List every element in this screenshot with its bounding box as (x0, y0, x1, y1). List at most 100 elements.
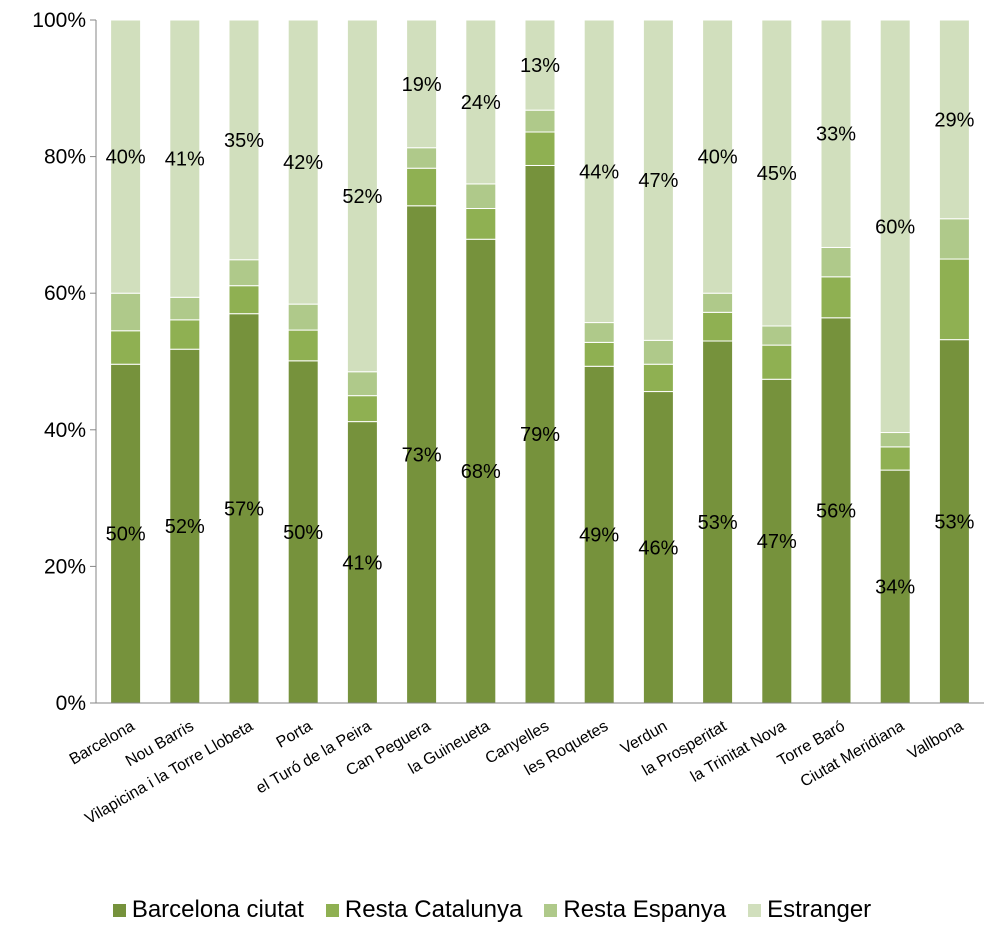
bar-segment-resta-catalunya-10 (702, 311, 734, 342)
bar-segment-resta-catalunya-9 (642, 363, 674, 393)
bar-segment-resta-catalunya-7 (524, 131, 556, 166)
legend-swatch (325, 903, 339, 917)
data-label: 24% (461, 92, 501, 114)
legend-swatch (748, 903, 762, 917)
data-label: 41% (165, 149, 205, 171)
bar-segment-resta-espanya-5 (406, 147, 438, 169)
data-label: 60% (875, 216, 915, 238)
bar-segment-resta-espanya-8 (583, 322, 615, 343)
bars-layer (110, 19, 970, 704)
bar-segment-resta-espanya-4 (346, 371, 378, 397)
data-label: 73% (402, 444, 442, 466)
bar-segment-barcelona-ciutat-11 (761, 378, 793, 704)
bar-segment-barcelona-ciutat-9 (642, 391, 674, 704)
y-tick-label: 60% (44, 282, 86, 305)
bar-segment-resta-espanya-9 (642, 339, 674, 365)
data-labels-layer: 50% 40% 52% 41% 57% 35% 50% 42% 41% 52% 73% 19% 68% 2… (106, 55, 975, 598)
legend-item: Estranger (748, 896, 871, 924)
bar-segment-resta-espanya-7 (524, 109, 556, 133)
bar-segment-estranger-14 (938, 19, 970, 220)
legend-item: Barcelona ciutat (112, 896, 304, 924)
data-label: 52% (342, 186, 382, 208)
data-label: 19% (402, 74, 442, 96)
bar-segment-resta-espanya-10 (702, 292, 734, 313)
x-tick-label: Porta (274, 718, 316, 752)
bar-segment-resta-catalunya-3 (287, 329, 319, 362)
bar-segment-resta-espanya-3 (287, 303, 319, 331)
bar-segment-estranger-11 (761, 19, 793, 327)
data-label: 41% (342, 552, 382, 574)
data-label: 57% (224, 498, 264, 520)
y-tick-label: 0% (56, 692, 86, 715)
bar-segment-resta-espanya-13 (879, 432, 911, 448)
bar-segment-resta-catalunya-1 (169, 319, 201, 350)
data-label: 45% (757, 163, 797, 185)
legend-swatch (544, 903, 558, 917)
y-tick-label: 20% (44, 555, 86, 578)
bar-segment-resta-espanya-0 (110, 292, 142, 332)
bar-segment-barcelona-ciutat-14 (938, 339, 970, 704)
bar-segment-resta-espanya-1 (169, 296, 201, 321)
data-label: 68% (461, 461, 501, 483)
data-label: 33% (816, 124, 856, 146)
bar-segment-resta-catalunya-12 (820, 276, 852, 319)
bar-segment-estranger-8 (583, 19, 615, 324)
legend-label: Barcelona ciutat (131, 896, 304, 923)
x-tick-label: Vallbona (905, 718, 966, 763)
data-label: 79% (520, 424, 560, 446)
data-label: 29% (934, 109, 974, 131)
data-label: 52% (165, 516, 205, 538)
data-label: 13% (520, 55, 560, 77)
bar-segment-estranger-1 (169, 19, 201, 298)
bar-segment-resta-catalunya-11 (761, 344, 793, 380)
legend-label: Resta Espanya (563, 896, 727, 923)
legend-item: Resta Catalunya (325, 896, 523, 924)
data-label: 50% (106, 524, 146, 546)
bar-segment-estranger-2 (228, 19, 260, 261)
bar-segment-resta-espanya-6 (465, 183, 497, 210)
bar-segment-resta-catalunya-0 (110, 330, 142, 365)
legend: Barcelona ciutat Resta Catalunya Resta Esp… (0, 890, 984, 930)
bar-segment-estranger-7 (524, 19, 556, 111)
bar-segment-estranger-12 (820, 19, 852, 248)
bar-segment-estranger-10 (702, 19, 734, 294)
bar-segment-barcelona-ciutat-12 (820, 317, 852, 704)
data-label: 46% (638, 537, 678, 559)
data-label: 40% (106, 147, 146, 169)
bar-segment-barcelona-ciutat-10 (702, 340, 734, 704)
data-label: 34% (875, 577, 915, 599)
data-label: 35% (224, 130, 264, 152)
bar-segment-resta-catalunya-6 (465, 208, 497, 240)
y-tick-label: 80% (44, 146, 86, 169)
bar-segment-resta-espanya-11 (761, 325, 793, 346)
bar-segment-resta-catalunya-14 (938, 258, 970, 341)
bar-segment-resta-espanya-14 (938, 218, 970, 260)
bar-segment-resta-espanya-12 (820, 246, 852, 278)
data-label: 40% (698, 147, 738, 169)
bar-segment-resta-catalunya-2 (228, 285, 260, 315)
bar-segment-estranger-3 (287, 19, 319, 305)
bar-segment-resta-catalunya-13 (879, 446, 911, 471)
legend-label: Resta Catalunya (344, 896, 523, 923)
data-label: 50% (283, 522, 323, 544)
y-tick-label: 100% (32, 9, 86, 32)
bar-segment-estranger-6 (465, 19, 497, 185)
legend-swatch (112, 903, 126, 917)
bar-segment-resta-espanya-2 (228, 259, 260, 287)
data-label: 47% (638, 170, 678, 192)
data-label: 56% (816, 500, 856, 522)
bar-segment-estranger-4 (346, 19, 378, 373)
data-label: 53% (934, 511, 974, 533)
legend-item: Resta Espanya (544, 896, 726, 924)
bar-segment-resta-catalunya-8 (583, 341, 615, 367)
bar-segment-estranger-5 (406, 19, 438, 149)
data-label: 47% (757, 531, 797, 553)
bar-segment-barcelona-ciutat-8 (583, 365, 615, 704)
bar-segment-estranger-0 (110, 19, 142, 294)
bar-segment-barcelona-ciutat-0 (110, 363, 142, 704)
data-label: 49% (579, 525, 619, 547)
bar-segment-barcelona-ciutat-13 (879, 469, 911, 704)
bar-segment-estranger-13 (879, 19, 911, 434)
data-label: 44% (579, 161, 619, 183)
